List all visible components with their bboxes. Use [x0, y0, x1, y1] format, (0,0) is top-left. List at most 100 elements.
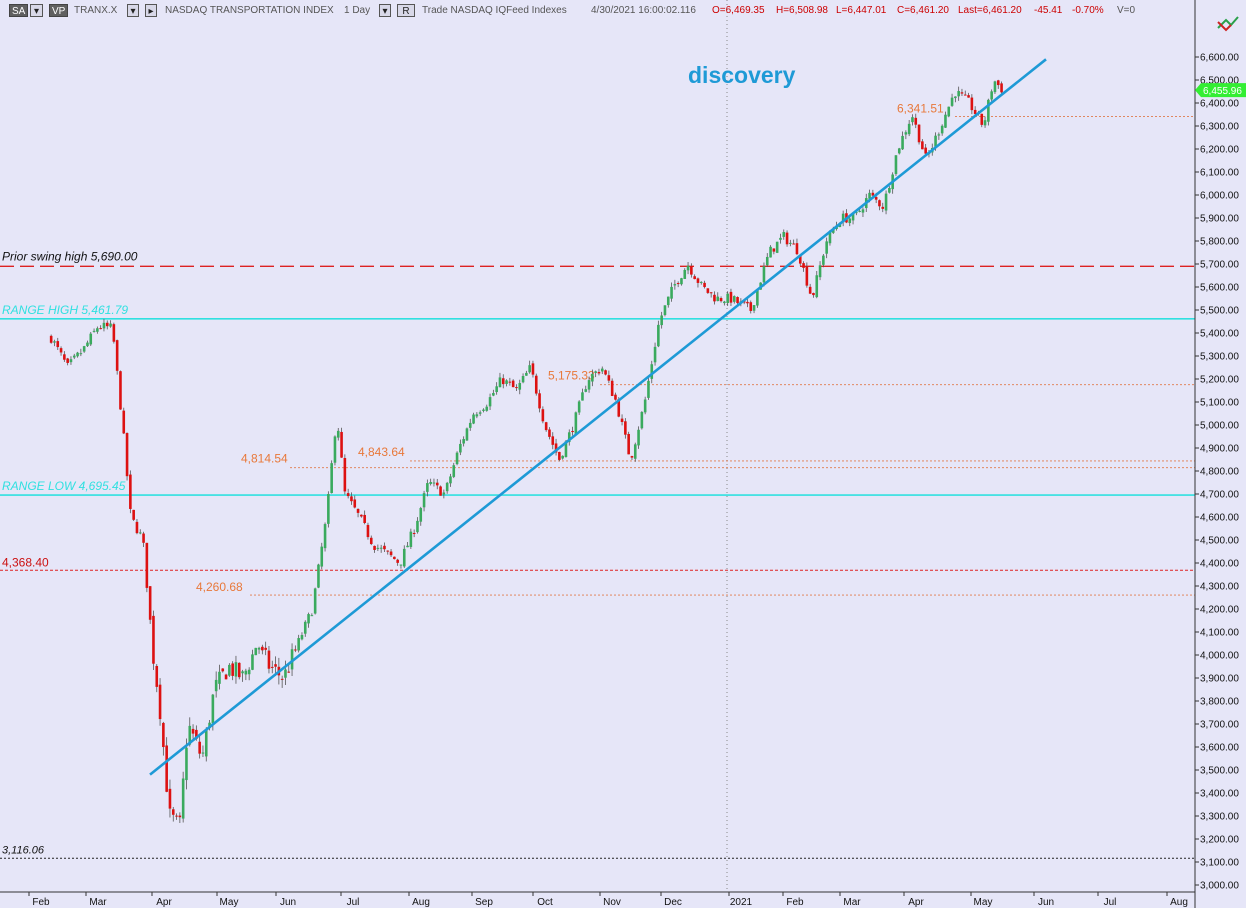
candle-up [765, 256, 769, 266]
candle-down [871, 192, 875, 196]
y-tick-label: 3,900.00 [1200, 674, 1239, 685]
candle-up [861, 209, 865, 213]
support-4368-label: 4,368.40 [2, 555, 49, 569]
candle-down [538, 393, 541, 409]
x-tick-label: Apr [156, 897, 172, 908]
candle-up [993, 81, 997, 93]
y-tick-label: 5,900.00 [1200, 214, 1239, 225]
candle-down [749, 302, 753, 311]
trendline [149, 58, 1047, 776]
volume-value: V=0 [1117, 5, 1136, 16]
r-button[interactable]: R [397, 4, 415, 17]
candle-up [218, 671, 221, 684]
y-tick-label: 4,700.00 [1200, 490, 1239, 501]
candle-up [459, 443, 462, 453]
x-tick-label: Apr [908, 897, 924, 908]
candle-down [914, 117, 918, 125]
candle-down [412, 533, 416, 535]
candle-down [604, 370, 607, 375]
change-value: -45.41 [1034, 5, 1063, 16]
vp-button[interactable]: VP [49, 4, 69, 17]
candle-down [597, 371, 601, 374]
candle-down [812, 292, 815, 296]
symbol-dropdown-icon[interactable]: ▾ [127, 4, 139, 17]
candle-down [435, 482, 439, 486]
candle-down [122, 410, 126, 434]
candle-up [492, 392, 495, 396]
candle-up [567, 432, 571, 443]
y-tick-label: 5,200.00 [1200, 375, 1239, 386]
candle-up [643, 399, 647, 413]
candle-down [703, 282, 706, 288]
candle-down [119, 371, 122, 410]
x-tick-label: Jun [280, 897, 296, 908]
candle-up [323, 524, 327, 549]
trend-icon [1217, 16, 1239, 29]
candle-up [254, 647, 258, 656]
candle-up [911, 117, 914, 123]
y-tick-label: 5,500.00 [1200, 306, 1239, 317]
sa-button[interactable]: SA [9, 4, 29, 17]
candle-down [198, 741, 201, 754]
candle-up [72, 355, 76, 358]
play-icon[interactable]: ▸ [145, 4, 157, 17]
candle-up [657, 324, 660, 347]
candle-up [591, 373, 594, 382]
candle-up [290, 649, 294, 670]
candle-down [224, 674, 228, 680]
candle-up [663, 305, 667, 316]
candle-up [600, 368, 604, 372]
candle-down [676, 283, 680, 285]
candle-up [940, 125, 944, 134]
candle-down [66, 358, 69, 363]
candle-down [158, 684, 162, 720]
candle-down [165, 745, 168, 792]
candle-up [954, 96, 957, 99]
y-tick-label: 5,100.00 [1200, 398, 1239, 409]
candle-up [581, 392, 584, 401]
sa-dropdown-icon[interactable]: ▾ [30, 4, 43, 17]
candle-down [389, 551, 393, 556]
candle-down [360, 514, 363, 517]
candle-up [561, 455, 564, 459]
candle-up [419, 508, 423, 522]
candle-up [828, 231, 832, 244]
y-tick-label: 5,800.00 [1200, 237, 1239, 248]
candle-down [736, 297, 739, 304]
candle-down [132, 509, 135, 520]
candle-down [49, 335, 53, 343]
candle-up [109, 323, 112, 327]
candle-down [785, 232, 789, 245]
candle-up [518, 383, 522, 390]
y-tick-label: 4,900.00 [1200, 444, 1239, 455]
candle-up [201, 752, 205, 754]
candle-down [627, 433, 630, 455]
candle-up [498, 377, 502, 388]
candle-down [924, 147, 927, 154]
candle-down [610, 380, 614, 396]
candle-up [897, 148, 901, 154]
candle-up [937, 134, 941, 136]
pivot-level-label: 4,843.64 [358, 445, 405, 459]
x-tick-label: Dec [664, 897, 682, 908]
candle-up [901, 135, 904, 150]
candle-down [363, 514, 366, 523]
candle-down [350, 496, 353, 502]
candle-up [313, 588, 317, 614]
candle-down [554, 443, 558, 453]
candle-up [950, 97, 954, 106]
candle-up [485, 406, 489, 411]
candle-down [135, 521, 139, 534]
interval-dropdown-icon[interactable]: ▾ [379, 4, 391, 17]
y-tick-label: 6,300.00 [1200, 122, 1239, 133]
candle-down [792, 243, 795, 245]
candle-up [96, 328, 99, 332]
x-tick-label: Aug [412, 897, 430, 908]
candle-up [422, 493, 426, 508]
candle-down [125, 433, 129, 477]
candle-down [270, 666, 274, 668]
candle-down [620, 418, 624, 422]
candle-down [960, 92, 964, 94]
